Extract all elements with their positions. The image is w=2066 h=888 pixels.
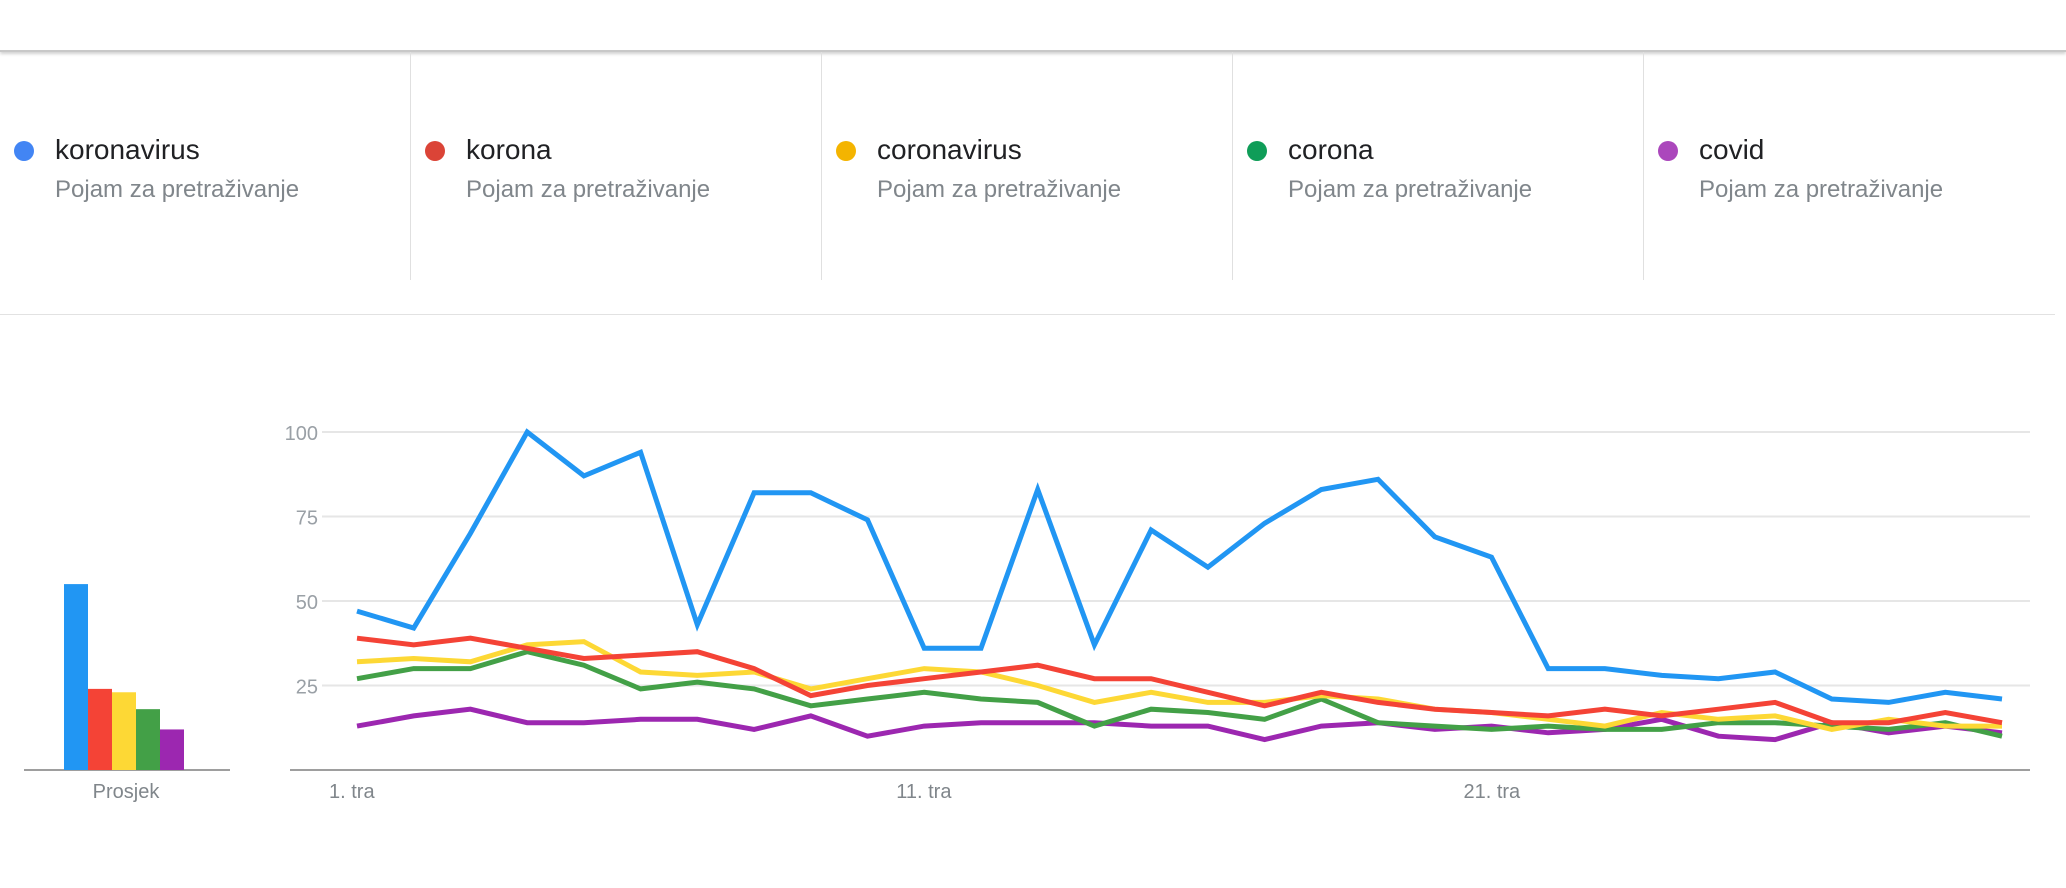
term-color-dot <box>1247 141 1267 161</box>
x-tick-label: 11. tra <box>896 781 952 803</box>
average-bar-chart: Prosjek <box>24 584 230 803</box>
search-terms-legend: koronavirus Pojam za pretraživanje koron… <box>0 52 2055 315</box>
y-tick-label-50: 50 <box>296 592 318 614</box>
term-color-dot <box>14 141 34 161</box>
x-tick-label: 21. tra <box>1463 781 1521 803</box>
term-card-coronavirus[interactable]: coronavirus Pojam za pretraživanje <box>822 52 1233 280</box>
average-label: Prosjek <box>93 781 161 803</box>
term-subtitle: Pojam za pretraživanje <box>466 176 711 203</box>
average-bar-korona <box>88 688 112 770</box>
term-color-dot <box>1658 141 1678 161</box>
series-line-covid[interactable] <box>356 706 2003 743</box>
term-name: korona <box>466 134 552 165</box>
y-tick-label-25: 25 <box>296 677 318 699</box>
average-bar-coronavirus <box>112 692 136 770</box>
term-card-korona[interactable]: korona Pojam za pretraživanje <box>411 52 822 280</box>
line-chart: 25 50 75 100 1. tra 11. tra 21. tra <box>285 423 2030 803</box>
y-tick-label-100: 100 <box>285 423 318 445</box>
series-line-coronavirus[interactable] <box>356 639 2002 732</box>
term-name: corona <box>1288 134 1374 165</box>
term-card-koronavirus[interactable]: koronavirus Pojam za pretraživanje <box>0 52 411 280</box>
term-name: coronavirus <box>877 134 1022 165</box>
average-bar-corona <box>136 709 160 770</box>
average-bar-covid <box>160 729 184 770</box>
term-subtitle: Pojam za pretraživanje <box>877 176 1122 203</box>
term-name: koronavirus <box>55 134 200 165</box>
interest-over-time-chart: Prosjek 25 50 75 100 1. tra 11. tra 21. tra <box>24 423 2030 803</box>
term-color-dot <box>425 141 445 161</box>
series-line-koronavirus[interactable] <box>356 428 2003 705</box>
top-bar <box>0 0 2066 52</box>
term-card-covid[interactable]: covid Pojam za pretraživanje <box>1644 52 2055 280</box>
term-name: covid <box>1699 134 1765 165</box>
term-card-corona[interactable]: corona Pojam za pretraživanje <box>1233 52 1644 280</box>
y-tick-label-75: 75 <box>296 508 318 530</box>
term-subtitle: Pojam za pretraživanje <box>1288 176 1533 203</box>
term-subtitle: Pojam za pretraživanje <box>1699 176 1944 203</box>
series-line-corona[interactable] <box>356 649 2003 739</box>
x-tick-label: 1. tra <box>329 781 375 803</box>
term-color-dot <box>836 141 856 161</box>
series-line-korona[interactable] <box>356 635 2003 726</box>
average-bar-koronavirus <box>64 584 88 770</box>
term-subtitle: Pojam za pretraživanje <box>55 176 300 203</box>
